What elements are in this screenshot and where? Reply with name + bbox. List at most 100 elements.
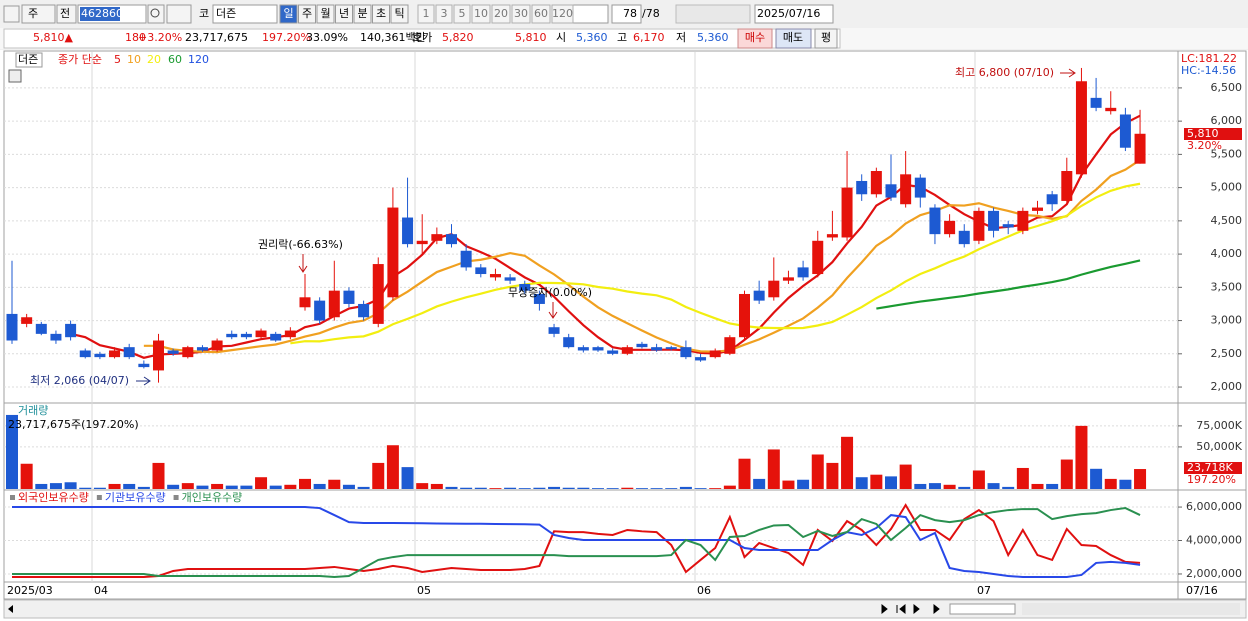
volume-bar bbox=[709, 488, 722, 489]
buy: 매수 bbox=[745, 31, 765, 44]
holding-line bbox=[12, 503, 1141, 578]
open-label: 시 bbox=[556, 31, 566, 44]
interval: 20 bbox=[494, 7, 508, 20]
candle-body bbox=[782, 277, 794, 281]
candle-body bbox=[211, 340, 223, 351]
interval-button[interactable] bbox=[531, 4, 551, 24]
interval-button[interactable] bbox=[471, 4, 491, 24]
y-tick-label: 6,500 bbox=[1211, 81, 1243, 94]
candle-body bbox=[1105, 107, 1117, 112]
count-field[interactable] bbox=[611, 4, 642, 24]
high: 6,170 bbox=[633, 31, 665, 44]
volume-bar bbox=[313, 483, 326, 489]
candle-body bbox=[900, 174, 912, 205]
last-volume-pct: 197.20% bbox=[1187, 473, 1236, 486]
table-icon[interactable] bbox=[8, 69, 22, 83]
interval-button[interactable] bbox=[511, 4, 531, 24]
dropdown[interactable] bbox=[571, 4, 609, 24]
tool-icons[interactable] bbox=[675, 4, 751, 24]
volume-title: 거래량 bbox=[18, 404, 48, 417]
candle-body bbox=[504, 277, 516, 281]
period-button[interactable] bbox=[390, 4, 409, 24]
interval-button[interactable] bbox=[551, 4, 574, 24]
candle-body bbox=[1134, 133, 1146, 164]
candle-body bbox=[958, 230, 970, 245]
volume-bar bbox=[621, 487, 634, 489]
zoom-slider[interactable] bbox=[949, 603, 1016, 615]
scope-button[interactable] bbox=[56, 4, 77, 24]
interval-button[interactable] bbox=[435, 4, 453, 24]
candle-body bbox=[65, 323, 77, 338]
period-button[interactable] bbox=[316, 4, 335, 24]
volume-bar bbox=[64, 482, 77, 489]
candle-body bbox=[1090, 97, 1102, 108]
candle-body bbox=[138, 363, 150, 368]
period-button[interactable] bbox=[279, 4, 298, 24]
volume-bar bbox=[548, 486, 561, 489]
volume-bar bbox=[474, 487, 487, 489]
avg-button[interactable] bbox=[814, 28, 838, 49]
y-tick-label: 2,500 bbox=[1211, 347, 1243, 360]
candle-body bbox=[519, 284, 531, 291]
candle-body bbox=[856, 180, 868, 195]
candle-body bbox=[79, 350, 91, 358]
period-button[interactable] bbox=[353, 4, 372, 24]
candle-body bbox=[724, 337, 736, 354]
volume-bar bbox=[811, 454, 824, 489]
period: 년 bbox=[339, 7, 349, 20]
candle-body bbox=[592, 347, 604, 351]
interval: 60 bbox=[534, 7, 548, 20]
candle-body bbox=[548, 327, 560, 334]
scroll-left[interactable] bbox=[8, 605, 13, 613]
period-button[interactable] bbox=[298, 4, 316, 24]
y-tick-label: 4,000 bbox=[1211, 247, 1243, 260]
volume-bar bbox=[1104, 478, 1117, 489]
interval-button[interactable] bbox=[417, 4, 435, 24]
moving-average bbox=[290, 182, 1141, 345]
search-button[interactable] bbox=[147, 4, 165, 24]
sell-button[interactable] bbox=[775, 28, 812, 49]
y-tick-label: 2,000,000 bbox=[1186, 567, 1242, 580]
name-field[interactable] bbox=[212, 4, 278, 24]
candle-body bbox=[489, 274, 501, 278]
y-tick-label: 50,000K bbox=[1196, 440, 1242, 453]
open: 5,360 bbox=[576, 31, 608, 44]
volume-pct: 197.20% bbox=[262, 31, 311, 44]
volume-bar bbox=[299, 478, 311, 489]
candle-body bbox=[695, 357, 707, 361]
volume-bar bbox=[767, 449, 780, 489]
volume-bar bbox=[108, 483, 121, 489]
candle-body bbox=[885, 184, 897, 198]
scroll-buttons[interactable] bbox=[881, 603, 940, 615]
holding-line bbox=[12, 507, 1141, 578]
volume-bar bbox=[1090, 468, 1103, 489]
menu-icon[interactable] bbox=[3, 5, 20, 23]
candle-body bbox=[431, 234, 443, 241]
period-button[interactable] bbox=[372, 4, 390, 24]
candle-body bbox=[1002, 224, 1014, 228]
volume-bar bbox=[1075, 425, 1088, 489]
interval: 120 bbox=[552, 7, 573, 20]
candle-body bbox=[973, 210, 985, 241]
market-select[interactable] bbox=[21, 4, 56, 24]
tool-icons[interactable] bbox=[1022, 603, 1240, 615]
date-field[interactable] bbox=[754, 4, 834, 24]
volume-bar bbox=[943, 484, 956, 489]
y-tick-label: 6,000,000 bbox=[1186, 500, 1242, 513]
volume-bar bbox=[1016, 467, 1029, 489]
ma-period: 60 bbox=[168, 53, 182, 66]
volume-bar bbox=[342, 484, 355, 489]
quote-box bbox=[3, 28, 841, 49]
candle-body bbox=[1032, 207, 1043, 211]
interval-button[interactable] bbox=[491, 4, 511, 24]
volume-bar bbox=[679, 486, 692, 489]
candle-body bbox=[621, 347, 633, 354]
candle-body bbox=[636, 343, 648, 348]
period: 초 bbox=[376, 7, 386, 20]
sound-button[interactable] bbox=[166, 4, 192, 24]
candle-body bbox=[328, 290, 340, 318]
buy-button[interactable] bbox=[737, 28, 773, 49]
candle-body bbox=[343, 290, 355, 304]
interval-button[interactable] bbox=[453, 4, 471, 24]
period-button[interactable] bbox=[335, 4, 353, 24]
